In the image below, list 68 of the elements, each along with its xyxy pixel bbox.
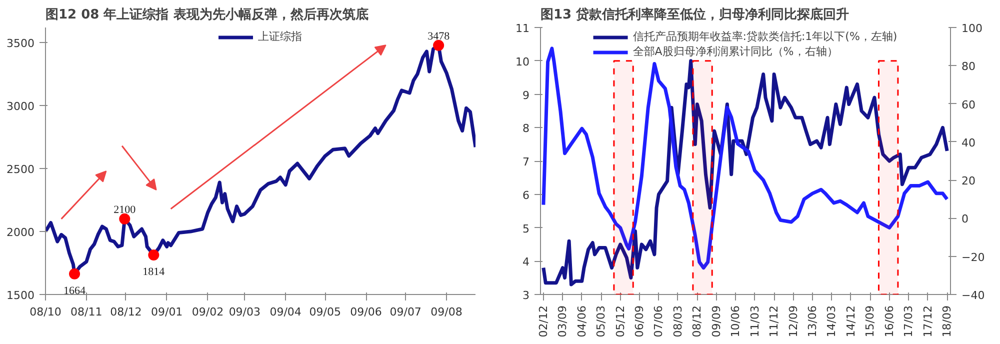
data-label: 1664 (64, 284, 86, 297)
x-tick-label: 16/06 (882, 305, 896, 338)
y-tick-label: 11 (516, 22, 530, 35)
point (433, 40, 444, 51)
y2-tick-label: 20 (962, 174, 976, 188)
x-tick-label: 15/09 (864, 305, 877, 338)
y-tick-label: 9 (522, 88, 530, 102)
x-tick-label: 10/06 (729, 305, 742, 338)
y-tick-label: 3500 (6, 37, 35, 50)
y-tick-label: 7 (522, 156, 530, 168)
data-label: 2100 (114, 204, 136, 216)
x-tick-label: 04/06 (575, 305, 588, 338)
y-tick-label: 3000 (6, 100, 35, 114)
data-label: 1814 (142, 266, 166, 278)
chart-title: 图12 08 年上证综指 表现为先小幅反弹，然后再次筑底 (46, 6, 368, 22)
x-tick-label: 08/12 (110, 306, 142, 318)
x-tick-label: 13/06 (806, 305, 819, 338)
point (69, 268, 80, 280)
y-tick-label: 10 (516, 55, 530, 68)
y-tick-label: 5 (522, 222, 530, 236)
x-tick-label: 18/09 (940, 305, 954, 338)
x-tick-label: 11/03 (748, 305, 762, 338)
chart-title: 图13 贷款信托利率降至低位，归母净利同比探底回升 (540, 6, 850, 22)
x-tick-label: 14/03 (825, 305, 838, 338)
y-tick-label: 3 (522, 289, 530, 302)
x-tick-label: 09/01 (151, 306, 183, 318)
x-tick-label: 03/09 (556, 305, 570, 338)
x-tick-label: 09/08 (430, 306, 462, 318)
x-tick-label: 14/12 (844, 305, 858, 338)
x-tick-label: 08/10 (30, 306, 62, 318)
y2-tick-label: 40 (962, 136, 976, 150)
y2-tick-label: 60 (962, 98, 976, 112)
x-tick-label: 05/03 (594, 305, 608, 338)
y-tick-label: 1500 (6, 289, 35, 302)
y2-tick-label: 0 (962, 212, 968, 226)
x-tick-label: 02/12 (536, 305, 550, 338)
x-tick-label: 06/09 (633, 305, 646, 338)
x-tick-label: 09/03 (228, 306, 261, 318)
legend-label: 信托产品预期年收益率:贷款类信托:1年以下(%，左轴) (632, 29, 898, 44)
y2-tick-label: 80 (962, 60, 976, 74)
legend-label: 上证综指 (258, 29, 302, 44)
data-label: 3478 (428, 30, 450, 42)
x-tick-label: 17/12 (921, 305, 934, 338)
y-tick-label: 6 (522, 188, 530, 202)
x-tick-label: 07/06 (652, 305, 666, 338)
x-tick-label: 09/07 (390, 306, 422, 318)
legend-label: 全部A股归母净利润累计同比（%，右轴） (632, 44, 838, 59)
y2-tick-label: −40 (962, 289, 985, 302)
y2-tick-label: −20 (962, 250, 985, 264)
x-tick-label: 12/09 (786, 305, 800, 338)
x-tick-label: 08/11 (70, 306, 102, 318)
x-tick-label: 17/03 (902, 305, 916, 338)
y-tick-label: 8 (522, 122, 530, 136)
x-tick-label: 09/02 (192, 306, 224, 318)
x-tick-label: 08/03 (671, 305, 684, 338)
x-tick-label: 09/09 (710, 305, 723, 338)
x-tick-label: 09/05 (309, 306, 341, 318)
y-tick-label: 2000 (6, 226, 35, 240)
point (119, 213, 130, 224)
x-tick-label: 05/12 (614, 305, 627, 338)
x-tick-label: 09/06 (350, 306, 382, 318)
y-tick-label: 4 (522, 256, 530, 269)
y-tick-label: 2500 (6, 163, 35, 176)
y2-tick-label: 100 (962, 22, 982, 35)
x-tick-label: 08/12 (690, 305, 704, 338)
point (148, 249, 160, 260)
x-tick-label: 09/04 (270, 306, 302, 318)
x-tick-label: 11/12 (768, 305, 781, 338)
